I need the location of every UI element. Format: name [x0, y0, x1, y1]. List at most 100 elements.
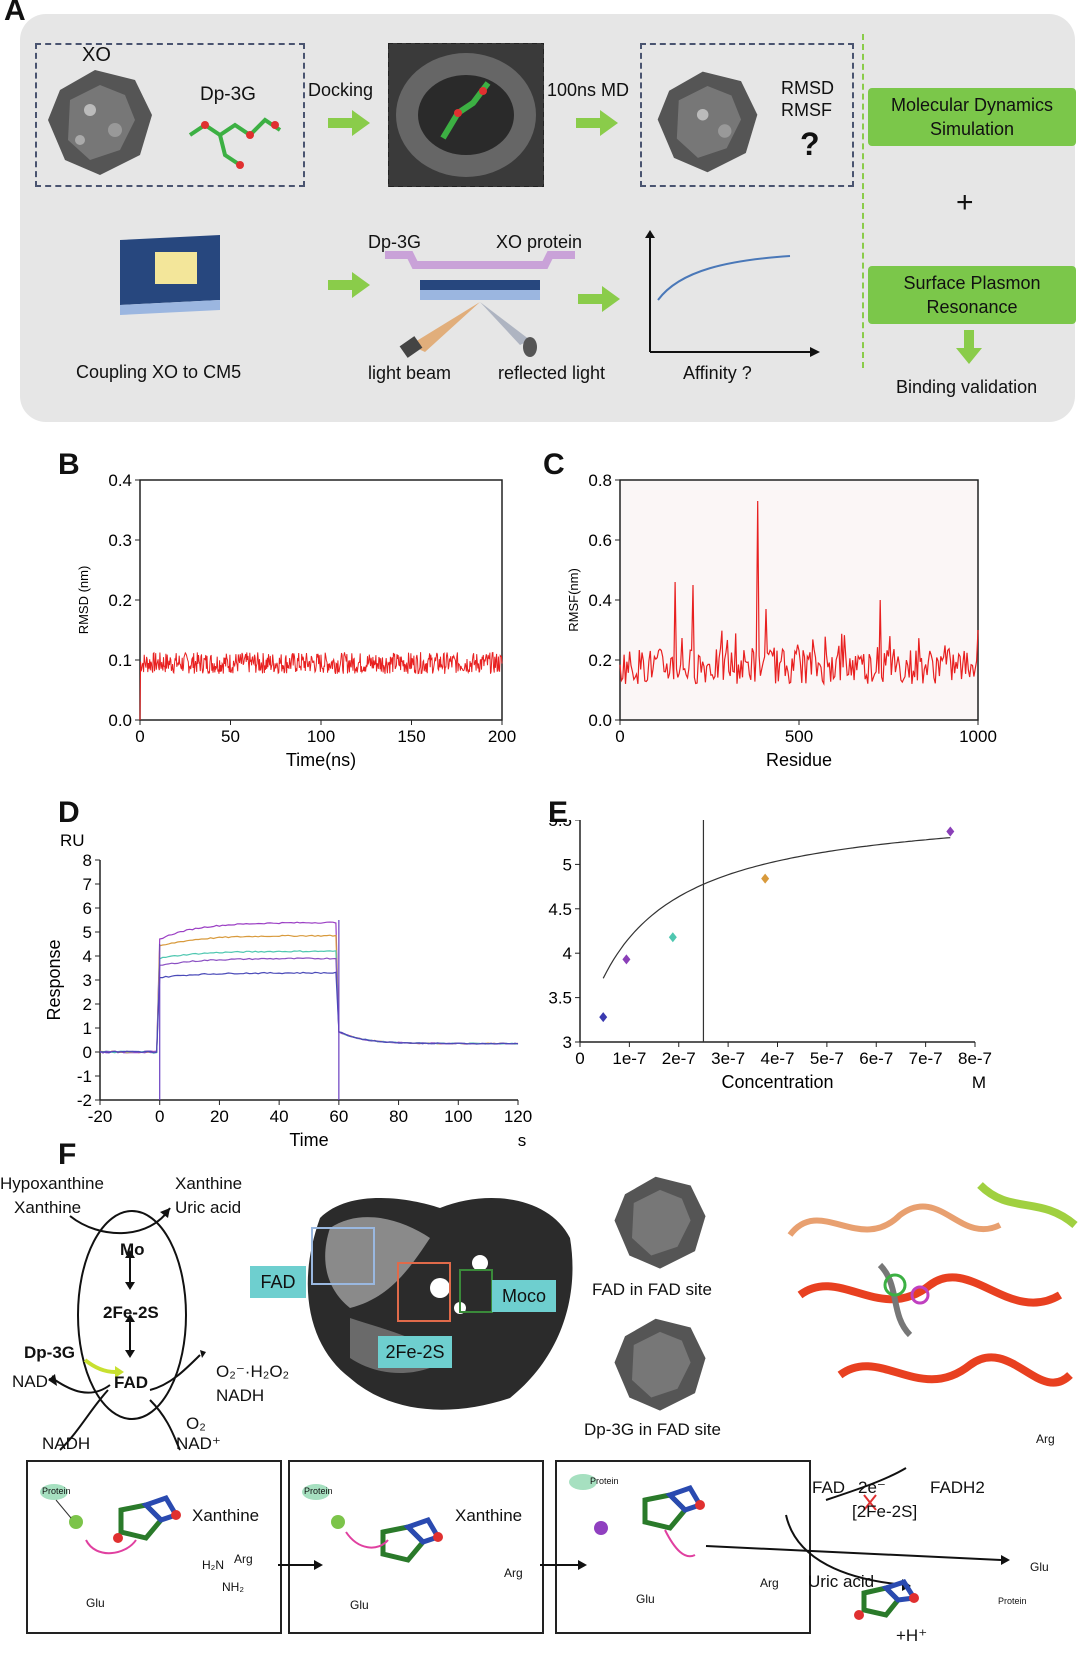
- x-tick-label: 0: [615, 727, 624, 746]
- sensorgram-series-2: [99, 934, 519, 1054]
- y-tick-label: 2: [83, 995, 92, 1014]
- o2-h2o2-label: O₂⁻·H₂O₂: [216, 1362, 290, 1381]
- y-tick-label: 6: [83, 899, 92, 918]
- tag-fad: FAD: [250, 1266, 306, 1298]
- sensorgram-series-4: [99, 957, 519, 1054]
- rmsf-label: RMSF: [781, 100, 832, 120]
- x-axis-label: Time: [289, 1130, 328, 1150]
- x-tick-label: 0: [155, 1107, 164, 1126]
- panel-f-label: F: [58, 1138, 77, 1171]
- mech-glu-2: Glu: [350, 1598, 369, 1612]
- y-tick-label: 0.6: [588, 531, 612, 550]
- panel-b-label: B: [58, 448, 80, 481]
- y-tick-label: 0.4: [108, 471, 132, 490]
- affinity-sketch-image: [645, 230, 820, 357]
- affinity-label: Affinity ?: [683, 363, 752, 383]
- spr-protein-label: XO protein: [496, 232, 583, 252]
- y-tick-label: -2: [77, 1091, 92, 1110]
- x-tick-label: 7e-7: [909, 1049, 943, 1068]
- y-tick-label: 0.0: [588, 711, 612, 730]
- spr-ligand-label: Dp-3G: [368, 232, 422, 252]
- y-tick-label: 0.4: [588, 591, 612, 610]
- x-tick-label: 8e-7: [958, 1049, 992, 1068]
- y-tick-label: 0.0: [108, 711, 132, 730]
- two-e-label: 2e⁻: [858, 1478, 886, 1497]
- x-axis-label: Concentration: [721, 1072, 833, 1092]
- rmsd-chart: 0 50 100 150 200 0.0 0.1 0.2 0.3 0.4 Time(ns) RMSD …: [76, 471, 516, 770]
- y-tick-label: 3.5: [548, 989, 572, 1008]
- panel-c-label: C: [543, 448, 565, 481]
- fad-mech-label: FAD: [812, 1478, 846, 1497]
- y-tick-label: 0.2: [108, 591, 132, 610]
- xo-label: XO: [82, 44, 111, 66]
- x-tick-label: 40: [270, 1107, 289, 1126]
- x-tick-label: 1e-7: [612, 1049, 646, 1068]
- mo-label: Mo: [120, 1240, 145, 1259]
- tag-2fe2s: 2Fe-2S: [378, 1336, 452, 1368]
- panel-d-label: D: [58, 796, 80, 829]
- dp-in-site-label: Dp-3G in FAD site: [584, 1420, 721, 1439]
- x-tick-label: 150: [397, 727, 425, 746]
- x-tick-label: 5e-7: [810, 1049, 844, 1068]
- plot-background: [620, 480, 978, 720]
- mech-glu-3: Glu: [636, 1592, 655, 1606]
- xanthine-out-label: Xanthine: [175, 1174, 243, 1193]
- x-unit-label: s: [518, 1131, 527, 1150]
- light-beam-label: light beam: [368, 363, 452, 383]
- nadh-right-label: NADH: [216, 1386, 265, 1405]
- docking-pocket-image: [388, 43, 544, 187]
- rmsf-chart: 0 500 1000 0.0 0.2 0.4 0.6 0.8 Residue RMSF(nm): [566, 471, 997, 770]
- x-tick-label: 500: [785, 727, 813, 746]
- fad-site-protein-image: [614, 1176, 706, 1269]
- y-tick-label: 0.2: [588, 651, 612, 670]
- y-tick-label: 5: [83, 923, 92, 942]
- rmsd-label: RMSD: [781, 78, 834, 98]
- y-tick-label: 5: [563, 855, 572, 874]
- x-tick-label: 4e-7: [760, 1049, 794, 1068]
- x-tick-label: 120: [504, 1107, 532, 1126]
- arrow-coupling-icon: [328, 272, 370, 298]
- reflected-light-label: reflected light: [498, 363, 606, 383]
- arrow-md-icon: [576, 110, 618, 136]
- fad-in-site-label: FAD in FAD site: [592, 1280, 712, 1299]
- panel-a-divider: [862, 34, 864, 368]
- ligand-label: Dp-3G: [200, 84, 256, 105]
- mds-box: Molecular Dynamics Simulation: [868, 88, 1076, 146]
- mech-protein-1: Protein: [42, 1486, 71, 1496]
- x-unit-label: M: [972, 1073, 986, 1092]
- x-axis-label: Residue: [766, 750, 832, 770]
- ligand-structure-image: [188, 117, 282, 169]
- mech-h2n-1: H₂N: [202, 1558, 224, 1572]
- y-tick-label: 1: [83, 1019, 92, 1038]
- mech-arg-2: Arg: [504, 1566, 523, 1580]
- x-axis-label: Time(ns): [286, 750, 356, 770]
- fit-curve: [602, 837, 951, 979]
- series-line-rmsd: [139, 651, 503, 721]
- xo-ligand-box: [35, 43, 305, 187]
- h-plus-label: +H⁺: [896, 1626, 928, 1645]
- panel-a-background: [20, 14, 1075, 422]
- hypoxanthine-label: Hypoxanthine: [0, 1174, 104, 1193]
- data-point-5: [946, 826, 955, 837]
- mech-xanthine-1: Xanthine: [192, 1506, 260, 1525]
- binding-validation-label: Binding validation: [896, 377, 1038, 397]
- x-tick-label: 80: [389, 1107, 408, 1126]
- fadh2-label: FADH2: [930, 1478, 985, 1497]
- y-tick-label: 4: [83, 947, 92, 966]
- y-unit-label: RU: [60, 831, 85, 850]
- dp3g-label: Dp-3G: [24, 1343, 75, 1362]
- docking-label: Docking: [308, 80, 374, 100]
- sensorgram-series-1: [99, 921, 519, 1054]
- data-point-3: [668, 932, 677, 943]
- panel-e-label: E: [548, 796, 569, 829]
- mech-protein-3: Protein: [590, 1476, 619, 1486]
- nadh-left-label: NADH: [42, 1434, 91, 1453]
- y-tick-label: 0.1: [108, 651, 132, 670]
- ribbon-structure-image: [787, 1182, 1078, 1387]
- y-tick-label: 0.3: [108, 531, 132, 550]
- side-arg-label: Arg: [1036, 1432, 1055, 1446]
- spr-setup-image: [385, 251, 575, 358]
- x-tick-label: 100: [307, 727, 335, 746]
- xo-protein-image: [48, 70, 152, 175]
- y-tick-label: -1: [77, 1067, 92, 1086]
